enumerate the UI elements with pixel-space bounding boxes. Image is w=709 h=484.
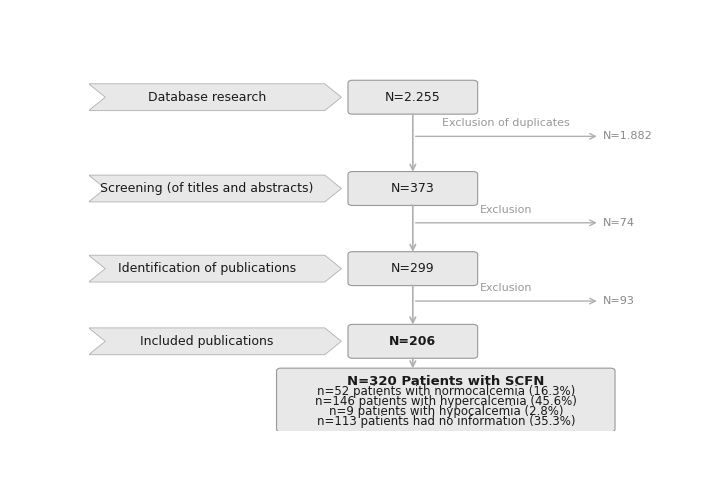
Text: N=206: N=206 [389,335,436,348]
Text: n=52 patients with normocalcemia (16.3%): n=52 patients with normocalcemia (16.3%) [317,385,575,398]
FancyBboxPatch shape [348,324,478,358]
Text: Screening (of titles and abstracts): Screening (of titles and abstracts) [100,182,313,195]
Polygon shape [89,84,342,111]
Text: N=299: N=299 [391,262,435,275]
Text: n=146 patients with hypercalcemia (45.6%): n=146 patients with hypercalcemia (45.6%… [315,395,576,408]
Text: N=1.882: N=1.882 [603,131,652,141]
Text: n=113 patients had no information (35.3%): n=113 patients had no information (35.3%… [316,415,575,428]
Polygon shape [89,175,342,202]
Text: Database research: Database research [147,91,266,104]
Text: Exclusion: Exclusion [480,205,532,214]
FancyBboxPatch shape [348,171,478,206]
Polygon shape [89,328,342,355]
Text: N=320 Patients with SCFN: N=320 Patients with SCFN [347,375,545,388]
Text: Included publications: Included publications [140,335,274,348]
Text: Exclusion of duplicates: Exclusion of duplicates [442,118,570,128]
Text: N=93: N=93 [603,296,635,306]
FancyBboxPatch shape [348,252,478,286]
Text: Exclusion: Exclusion [480,283,532,293]
Polygon shape [89,255,342,282]
Text: N=373: N=373 [391,182,435,195]
Text: n=9 patients with hypocalcemia (2.8%): n=9 patients with hypocalcemia (2.8%) [328,405,563,418]
FancyBboxPatch shape [348,80,478,114]
Text: N=2.255: N=2.255 [385,91,441,104]
FancyBboxPatch shape [277,368,615,432]
Text: Identification of publications: Identification of publications [118,262,296,275]
Text: N=74: N=74 [603,218,635,228]
